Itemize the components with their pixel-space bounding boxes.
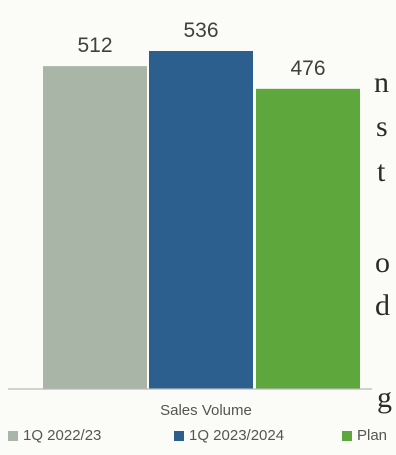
legend-item-1: 1Q 2022/23 bbox=[8, 427, 101, 444]
legend-swatch bbox=[174, 430, 184, 441]
legend-label: 1Q 2023/2024 bbox=[189, 427, 285, 444]
legend-item-2: 1Q 2023/2024 bbox=[174, 427, 284, 444]
data-label-3: 476 bbox=[290, 57, 325, 80]
data-label-1: 512 bbox=[77, 34, 112, 57]
legend-swatch bbox=[8, 430, 18, 441]
legend-swatch bbox=[342, 430, 352, 441]
cropped-text-fragment: g bbox=[377, 381, 392, 414]
cropped-text-fragment: n bbox=[374, 66, 389, 99]
bar-1 bbox=[43, 66, 147, 389]
cropped-text-fragment: t bbox=[377, 155, 386, 188]
bar-2 bbox=[149, 50, 253, 389]
legend-label: 1Q 2022/23 bbox=[23, 427, 102, 444]
legend-item-3: Plan bbox=[342, 427, 387, 444]
bar-group: 512 536 476 bbox=[43, 19, 360, 389]
data-label-2: 536 bbox=[183, 19, 218, 42]
cropped-text-fragment: d bbox=[375, 289, 390, 322]
cropped-text-fragment: o bbox=[375, 246, 390, 279]
chart-legend: 1Q 2022/23 1Q 2023/2024 Plan bbox=[8, 427, 396, 449]
cropped-text-fragment: s bbox=[376, 110, 388, 143]
x-axis-label: Sales Volume bbox=[160, 402, 252, 419]
bar-3 bbox=[256, 88, 360, 389]
legend-label: Plan bbox=[357, 427, 388, 444]
